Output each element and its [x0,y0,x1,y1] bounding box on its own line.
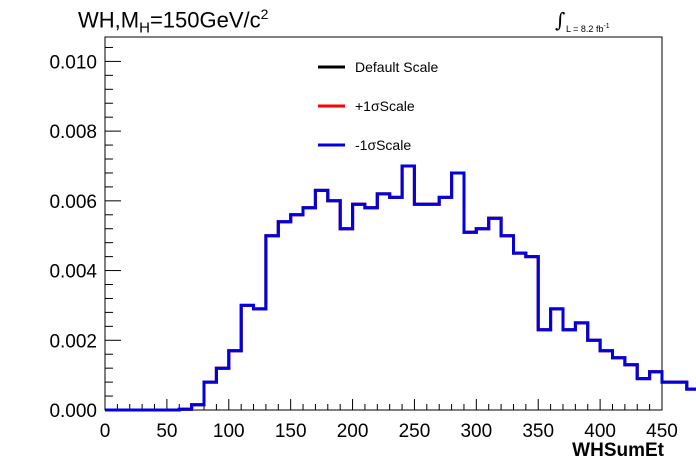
title-superscript: 2 [260,6,269,22]
x-tick-label: 100 [213,421,245,442]
x-tick-label: 0 [100,421,111,442]
y-tick-label: 0.006 [49,192,97,213]
series-line [105,164,696,412]
series-line [105,164,696,412]
x-axis-title: WHSumEt [572,440,664,461]
x-tick-label: 200 [337,421,369,442]
x-tick-label: 400 [584,421,616,442]
x-tick-label: 250 [399,421,431,442]
title-prefix: WH,M [78,7,140,33]
x-tick-label: 150 [275,421,307,442]
lumi-text: L = 8.2 fb [566,24,604,34]
y-tick-label: 0.000 [49,401,97,422]
x-tick-label: 50 [156,421,177,442]
legend: Default Scale +1σScale -1σScale [318,59,438,153]
title-subscript: H [139,19,150,37]
series-layer [105,164,696,412]
x-tick-label: 450 [646,421,678,442]
y-tick-label: 0.002 [49,331,97,352]
x-tick-label: 300 [460,421,492,442]
legend-label: Default Scale [355,59,438,75]
integral-icon: ∫ [555,8,566,32]
title-mid: =150GeV/c [149,7,261,33]
y-axis: 0.000 0.002 0.004 0.006 0.008 0.010 [49,46,121,422]
x-axis: 0 50 100 150 200 250 300 350 400 450 [100,399,678,442]
plot-frame [104,36,663,411]
y-tick-label: 0.004 [49,262,97,283]
lumi-exponent: -1 [603,23,610,30]
series-line [105,164,696,412]
legend-label: -1σScale [355,137,411,153]
y-tick-label: 0.010 [49,52,97,73]
x-tick-label: 350 [522,421,554,442]
legend-label: +1σScale [355,98,415,114]
y-tick-label: 0.008 [49,122,97,143]
chart-title: WH,MH=150GeV/c2 [78,6,268,37]
